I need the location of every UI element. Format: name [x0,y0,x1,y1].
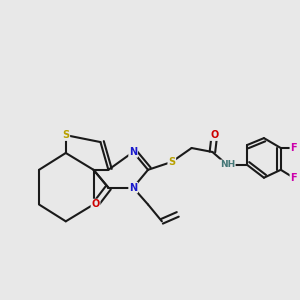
Text: S: S [168,157,175,167]
Text: O: O [210,130,218,140]
Text: S: S [62,130,69,140]
Text: N: N [129,147,137,157]
Text: O: O [92,200,100,209]
Text: F: F [290,143,297,153]
Text: NH: NH [220,160,235,169]
Text: N: N [129,183,137,193]
Text: F: F [290,173,297,183]
